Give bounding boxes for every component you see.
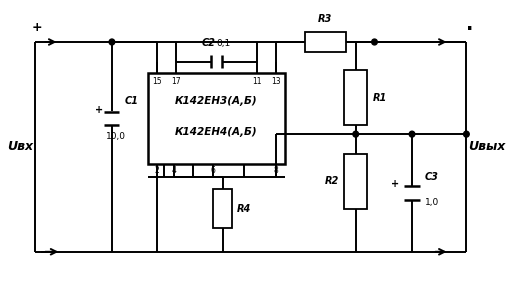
Circle shape	[409, 131, 415, 137]
Circle shape	[353, 131, 358, 137]
Text: 2: 2	[155, 166, 159, 175]
Circle shape	[463, 131, 469, 137]
Text: R2: R2	[325, 176, 339, 186]
Text: +: +	[32, 21, 42, 34]
Text: R1: R1	[373, 93, 387, 103]
Text: R4: R4	[237, 204, 251, 214]
Bar	[345, 154, 367, 209]
Text: 15: 15	[152, 77, 162, 86]
Text: +: +	[391, 179, 399, 189]
Text: 13: 13	[271, 77, 281, 86]
Text: +: +	[95, 105, 103, 114]
Text: 6: 6	[211, 166, 216, 175]
Text: Uвх: Uвх	[7, 140, 33, 153]
Text: Uвых: Uвых	[468, 140, 506, 153]
Text: 4: 4	[172, 166, 176, 175]
Text: C3: C3	[425, 172, 439, 182]
Text: К142ЕН4(А,Б): К142ЕН4(А,Б)	[175, 127, 258, 137]
Text: C2: C2	[202, 38, 216, 48]
Text: 17: 17	[171, 77, 181, 86]
Bar	[345, 70, 367, 125]
Text: R3: R3	[318, 14, 332, 24]
Bar	[213, 189, 232, 228]
Text: 8: 8	[273, 166, 279, 175]
Bar	[147, 73, 285, 164]
Bar	[305, 32, 346, 52]
Text: 10,0: 10,0	[105, 132, 125, 141]
Text: C1: C1	[125, 96, 139, 106]
Text: К142ЕН3(А,Б): К142ЕН3(А,Б)	[175, 96, 258, 106]
Text: .: .	[466, 15, 474, 34]
Text: 1,0: 1,0	[425, 198, 439, 207]
Text: 11: 11	[252, 77, 262, 86]
Text: 0,1: 0,1	[217, 39, 231, 48]
Circle shape	[109, 39, 115, 45]
Circle shape	[372, 39, 377, 45]
